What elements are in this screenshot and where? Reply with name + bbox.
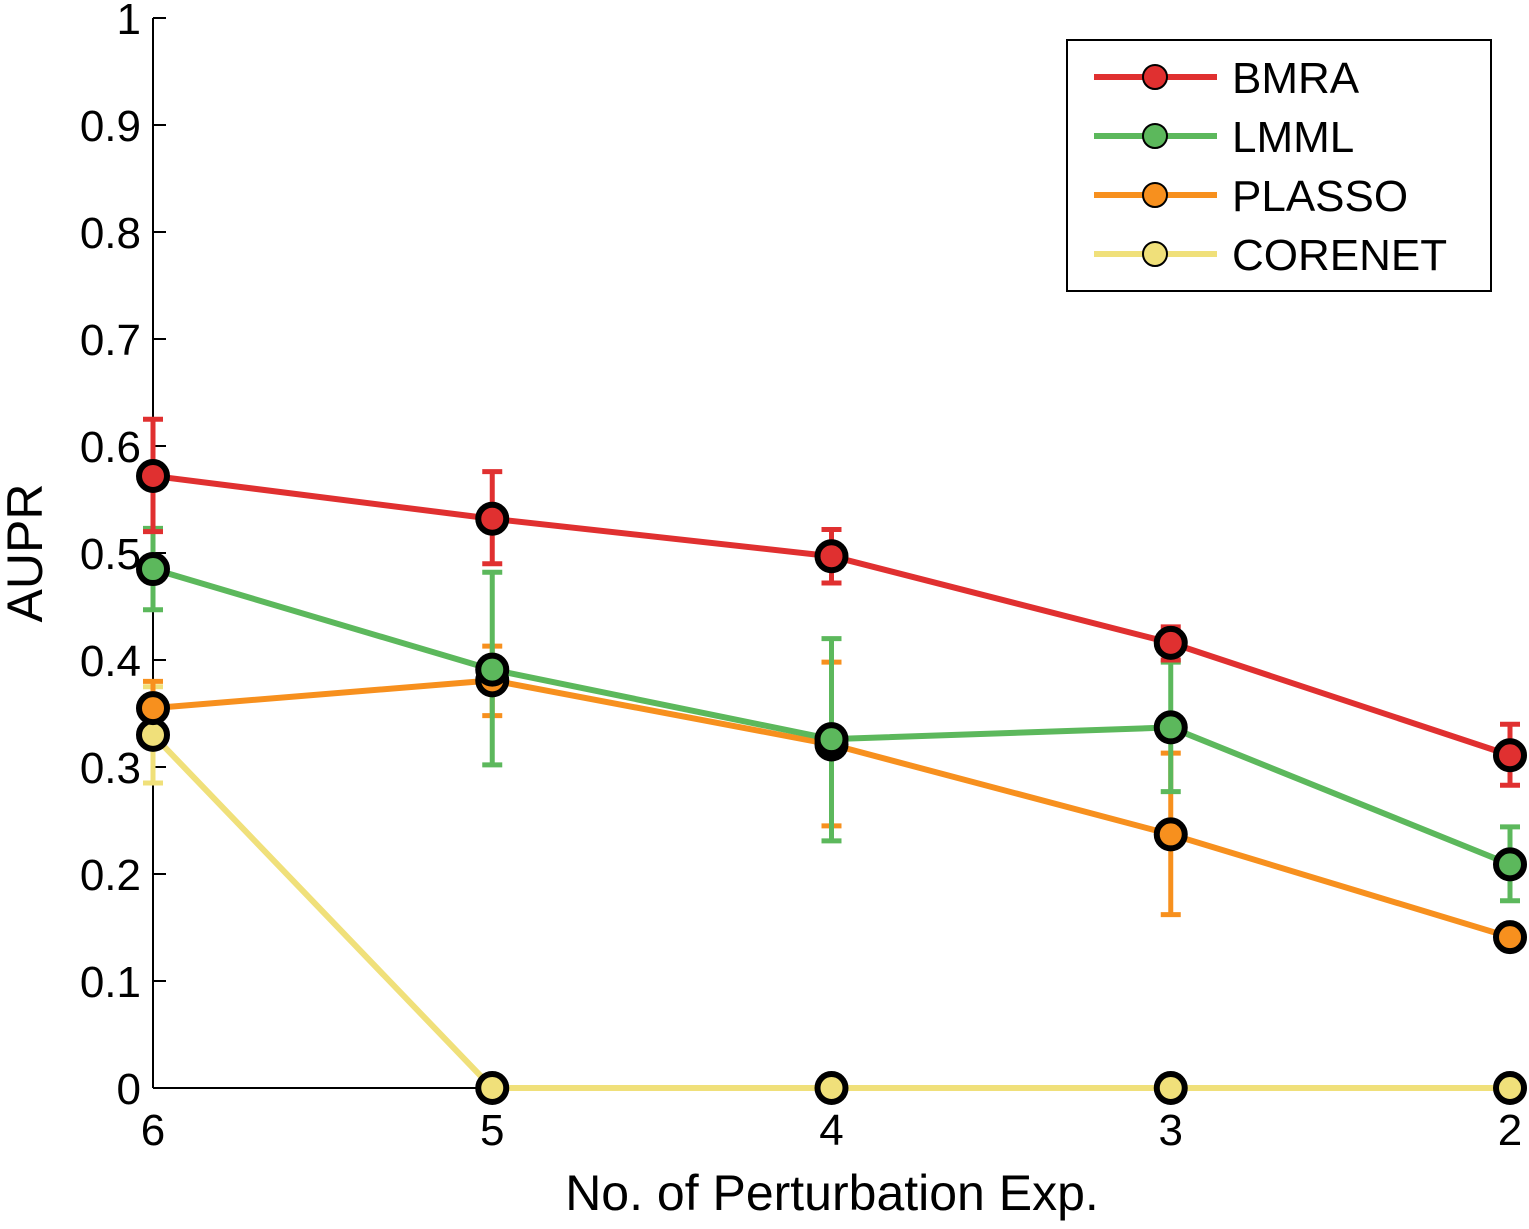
x-tick-label: 6 <box>141 1106 165 1155</box>
data-point-lmml <box>136 552 170 587</box>
x-axis-title: No. of Perturbation Exp. <box>565 1165 1099 1221</box>
data-point-bmra <box>814 539 849 574</box>
legend: BMRA LMML PLASSO CORENET <box>1066 39 1492 292</box>
data-point-bmra <box>475 501 510 536</box>
x-tick-label: 4 <box>819 1106 843 1155</box>
data-point-corenet <box>475 1071 510 1105</box>
data-point-bmra <box>136 458 170 493</box>
legend-label-bmra: BMRA <box>1232 54 1360 103</box>
x-tick-label: 5 <box>480 1106 504 1155</box>
tick-labels: 0 0.1 0.2 0.3 0.4 0.5 0.6 0.7 0.8 0.9 1 6 5 4 3 2 <box>80 0 1522 1155</box>
legend-label-lmml: LMML <box>1232 113 1354 162</box>
legend-label-plasso: PLASSO <box>1232 172 1408 221</box>
data-point-plasso <box>1493 920 1527 955</box>
y-tick-label: 0.3 <box>80 744 141 793</box>
data-point-corenet <box>1493 1071 1527 1105</box>
y-tick-label: 0.1 <box>80 958 141 1007</box>
y-tick-label: 1 <box>117 0 141 44</box>
y-tick-label: 0 <box>117 1065 141 1114</box>
data-point-lmml <box>475 652 510 687</box>
legend-label-corenet: CORENET <box>1232 231 1447 280</box>
data-point-plasso <box>1153 817 1188 852</box>
y-tick-label: 0.4 <box>80 637 141 686</box>
data-point-lmml <box>1153 710 1188 745</box>
legend-swatch-marker <box>1142 64 1168 90</box>
data-point-corenet <box>814 1071 849 1105</box>
y-tick-label: 0.9 <box>80 102 141 151</box>
y-tick-label: 0.7 <box>80 316 141 365</box>
legend-swatch-marker <box>1142 182 1168 208</box>
data-point-lmml <box>1493 847 1527 882</box>
data-point-plasso <box>136 691 170 726</box>
legend-swatch-marker <box>1142 241 1168 267</box>
legend-box <box>1066 39 1492 292</box>
data-point-lmml <box>814 722 849 757</box>
data-point-bmra <box>1153 625 1188 660</box>
y-tick-label: 0.6 <box>80 423 141 472</box>
data-points <box>136 458 1527 1105</box>
x-tick-label: 3 <box>1159 1106 1183 1155</box>
y-axis-title: AUPR <box>0 484 53 623</box>
legend-swatch-marker <box>1142 123 1168 149</box>
x-tick-label: 2 <box>1498 1106 1522 1155</box>
y-tick-label: 0.5 <box>80 530 141 579</box>
data-point-bmra <box>1493 738 1527 773</box>
y-tick-label: 0.8 <box>80 209 141 258</box>
y-tick-label: 0.2 <box>80 851 141 900</box>
data-point-corenet <box>1153 1071 1188 1105</box>
